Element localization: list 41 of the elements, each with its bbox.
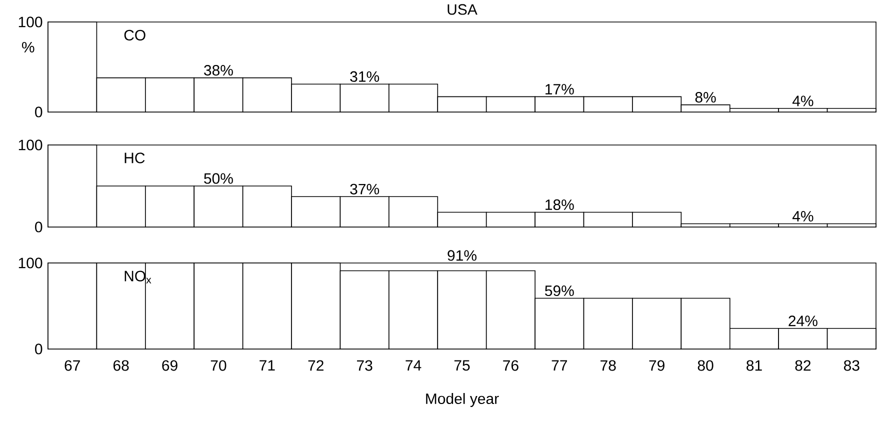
- data-label: 4%: [792, 211, 814, 222]
- annotation: HC: [124, 152, 145, 164]
- x-tick-label: 69: [162, 360, 178, 371]
- x-tick-label: 81: [746, 360, 762, 371]
- x-tick-label: 75: [454, 360, 470, 371]
- y-tick-label: 0: [35, 222, 42, 232]
- data-label: 4%: [792, 96, 814, 106]
- x-tick-label: 77: [552, 360, 568, 371]
- x-tick-label: 82: [795, 360, 811, 371]
- annotation: CO: [124, 30, 146, 41]
- x-tick-label: 68: [113, 360, 129, 371]
- x-tick-label: 74: [406, 360, 422, 371]
- data-label: 17%: [546, 84, 574, 95]
- x-tick-label: 83: [844, 360, 860, 371]
- y-tick-label: 100: [18, 16, 42, 28]
- y-tick-label: 100: [18, 258, 42, 268]
- data-label: 37%: [350, 184, 380, 194]
- data-label: 50%: [204, 173, 233, 184]
- data-label: 8%: [695, 92, 716, 103]
- data-label: 24%: [788, 316, 818, 326]
- chart-title: USA: [448, 4, 478, 15]
- x-tick-label: 70: [210, 360, 226, 371]
- data-label: 31%: [350, 71, 380, 82]
- x-tick-label: 73: [357, 360, 372, 371]
- data-label: 59%: [545, 285, 574, 296]
- y-tick-label: 0: [35, 106, 42, 118]
- x-tick-label: 78: [600, 360, 616, 371]
- y-tick-label: 0: [35, 344, 42, 354]
- x-axis-title: Model year: [426, 393, 499, 407]
- data-label: 38%: [204, 64, 233, 76]
- annotation: NO$_{x}$: [124, 270, 152, 284]
- x-tick-label: 79: [649, 360, 664, 371]
- x-tick-label: 80: [698, 360, 714, 371]
- y-axis-title: %: [22, 42, 34, 52]
- data-label: 18%: [546, 199, 574, 210]
- x-tick-label: 71: [260, 360, 275, 371]
- x-tick-label: 67: [64, 360, 80, 371]
- data-label: 91%: [448, 250, 476, 261]
- x-tick-label: 72: [308, 360, 324, 371]
- y-tick-label: 100: [18, 140, 42, 150]
- x-tick-label: 76: [503, 360, 518, 371]
